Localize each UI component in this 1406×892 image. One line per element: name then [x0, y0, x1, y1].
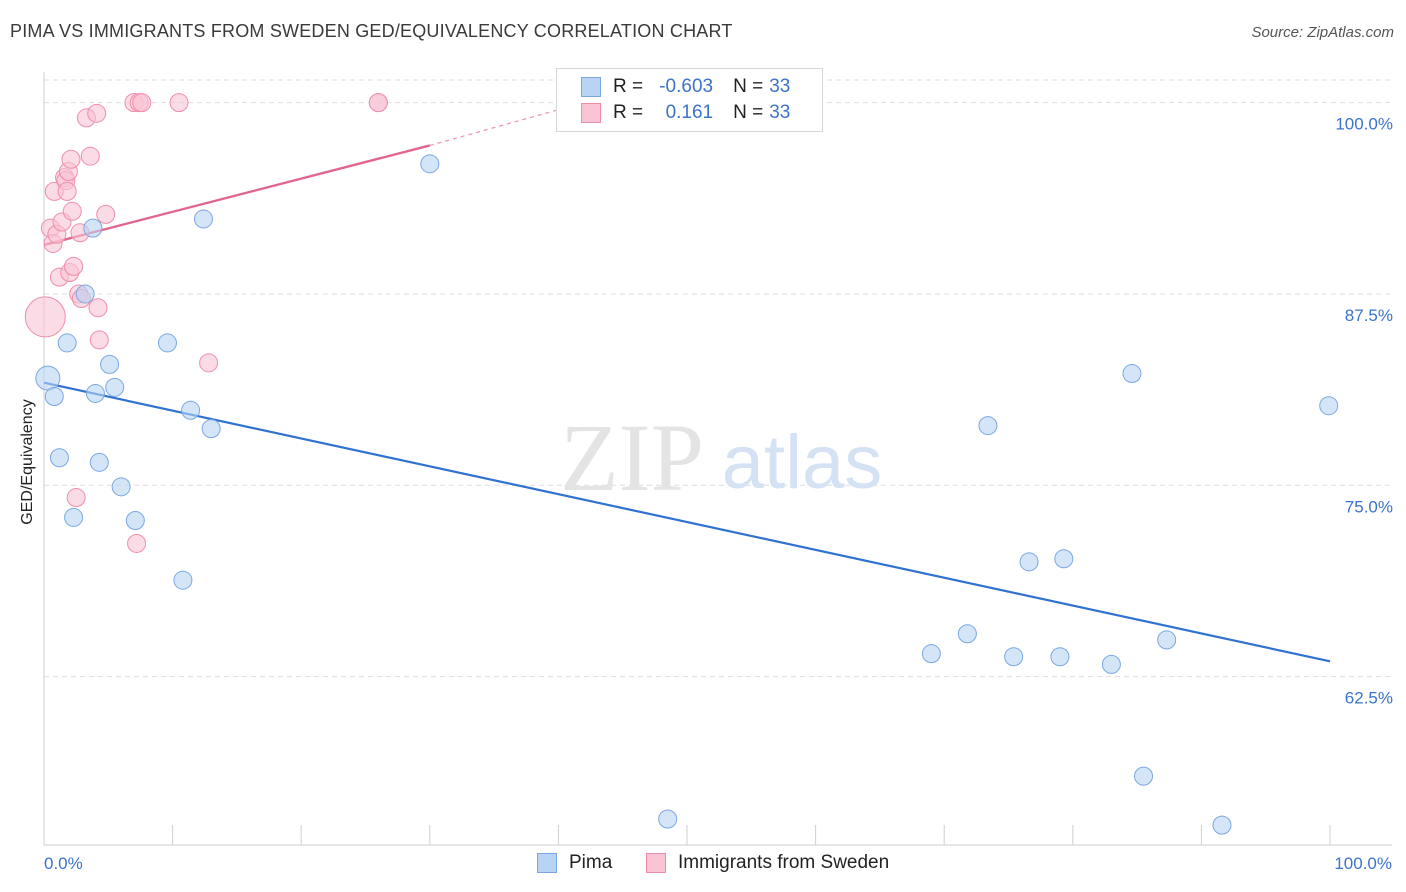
legend-row-sweden: R = 0.161 N = 33	[581, 101, 790, 125]
pima-point	[420, 154, 440, 174]
y-tick-label: 100.0%	[1335, 115, 1393, 134]
pima-point	[1004, 647, 1024, 667]
pima-point	[83, 218, 103, 238]
chart-title: PIMA VS IMMIGRANTS FROM SWEDEN GED/EQUIV…	[10, 21, 733, 41]
pima-point	[44, 387, 64, 407]
pima-point	[75, 284, 95, 304]
x-tick-label: 0.0%	[44, 854, 83, 873]
pima-point	[1054, 549, 1074, 569]
pima-point	[1050, 647, 1070, 667]
sweden-point	[61, 149, 81, 169]
pima-point	[125, 510, 145, 530]
sweden-legend-swatch	[646, 853, 666, 873]
sweden-point	[88, 298, 108, 318]
y-tick-label: 75.0%	[1345, 497, 1393, 516]
pima-point	[100, 354, 120, 374]
y-tick-label: 87.5%	[1345, 306, 1393, 325]
sweden-point	[57, 181, 77, 201]
sweden-point	[127, 533, 147, 553]
sweden-trend-line	[43, 144, 431, 247]
sweden-point	[368, 93, 388, 113]
pima-legend-swatch	[537, 853, 557, 873]
pima-point	[105, 377, 125, 397]
pima-point	[89, 452, 109, 472]
sweden-point	[62, 201, 82, 221]
pima-point	[49, 448, 69, 468]
pima-point	[957, 624, 977, 644]
pima-point	[64, 507, 84, 527]
pima-point	[85, 383, 105, 403]
pima-point	[1122, 364, 1142, 384]
sweden-point	[132, 93, 152, 113]
pima-point	[181, 400, 201, 420]
r-value-sweden: 0.161	[665, 102, 714, 123]
n-label: N =	[733, 76, 764, 97]
legend-item-sweden: Immigrants from Sweden	[646, 852, 889, 874]
r-label: R =	[613, 76, 644, 97]
n-value-sweden: 33	[769, 102, 791, 123]
sweden-point	[64, 256, 84, 276]
data-points	[24, 93, 1339, 835]
trend-lines	[43, 102, 1331, 663]
sweden-point	[96, 204, 116, 224]
pima-point	[978, 416, 998, 436]
sweden-point	[24, 296, 66, 338]
pima-point	[157, 333, 177, 353]
watermark-atlas: atlas	[722, 420, 883, 505]
n-label: N =	[733, 102, 764, 123]
pima-point	[173, 570, 193, 590]
pima-point	[1157, 630, 1177, 650]
legend-row-pima: R = -0.603 N = 33	[581, 75, 790, 99]
pima-swatch	[581, 77, 601, 97]
pima-point	[201, 419, 221, 439]
pima-point	[1319, 396, 1339, 416]
sweden-swatch	[581, 103, 601, 123]
watermark-zip: ZIP	[560, 404, 704, 511]
legend-item-pima: Pima	[537, 852, 612, 874]
n-value-pima: 33	[769, 76, 791, 97]
r-value-pima: -0.603	[659, 76, 714, 97]
pima-point	[111, 477, 131, 497]
sweden-point	[66, 488, 86, 508]
axes	[43, 72, 1392, 846]
x-tick-label: 100.0%	[1334, 854, 1392, 873]
sweden-point	[89, 330, 109, 350]
sweden-point	[80, 146, 100, 166]
legend-label-sweden: Immigrants from Sweden	[678, 852, 890, 873]
sweden-point	[169, 93, 189, 113]
pima-point	[1134, 766, 1154, 786]
pima-point	[35, 365, 61, 391]
pima-point	[921, 644, 941, 664]
pima-point	[658, 809, 678, 829]
grid-lines	[44, 79, 1392, 678]
sweden-trend-extension	[429, 102, 585, 147]
tick-labels: 62.5% 75.0% 87.5% 100.0% 0.0% 100.0%	[44, 115, 1393, 873]
watermark: ZIP atlas	[560, 404, 882, 511]
legend-label-pima: Pima	[569, 852, 613, 873]
sweden-point	[199, 353, 219, 373]
pima-point	[1212, 815, 1232, 835]
correlation-legend: R = -0.603 N = 33 R = 0.161 N = 33	[556, 68, 823, 132]
pima-point	[57, 333, 77, 353]
pima-point	[1101, 654, 1121, 674]
pima-trend-line	[43, 381, 1331, 663]
pima-point	[193, 209, 213, 229]
source-label: Source: ZipAtlas.com	[1251, 24, 1394, 41]
sweden-point	[87, 103, 107, 123]
y-tick-label: 62.5%	[1345, 689, 1393, 708]
pima-point	[1019, 552, 1039, 572]
r-label: R =	[613, 102, 644, 123]
